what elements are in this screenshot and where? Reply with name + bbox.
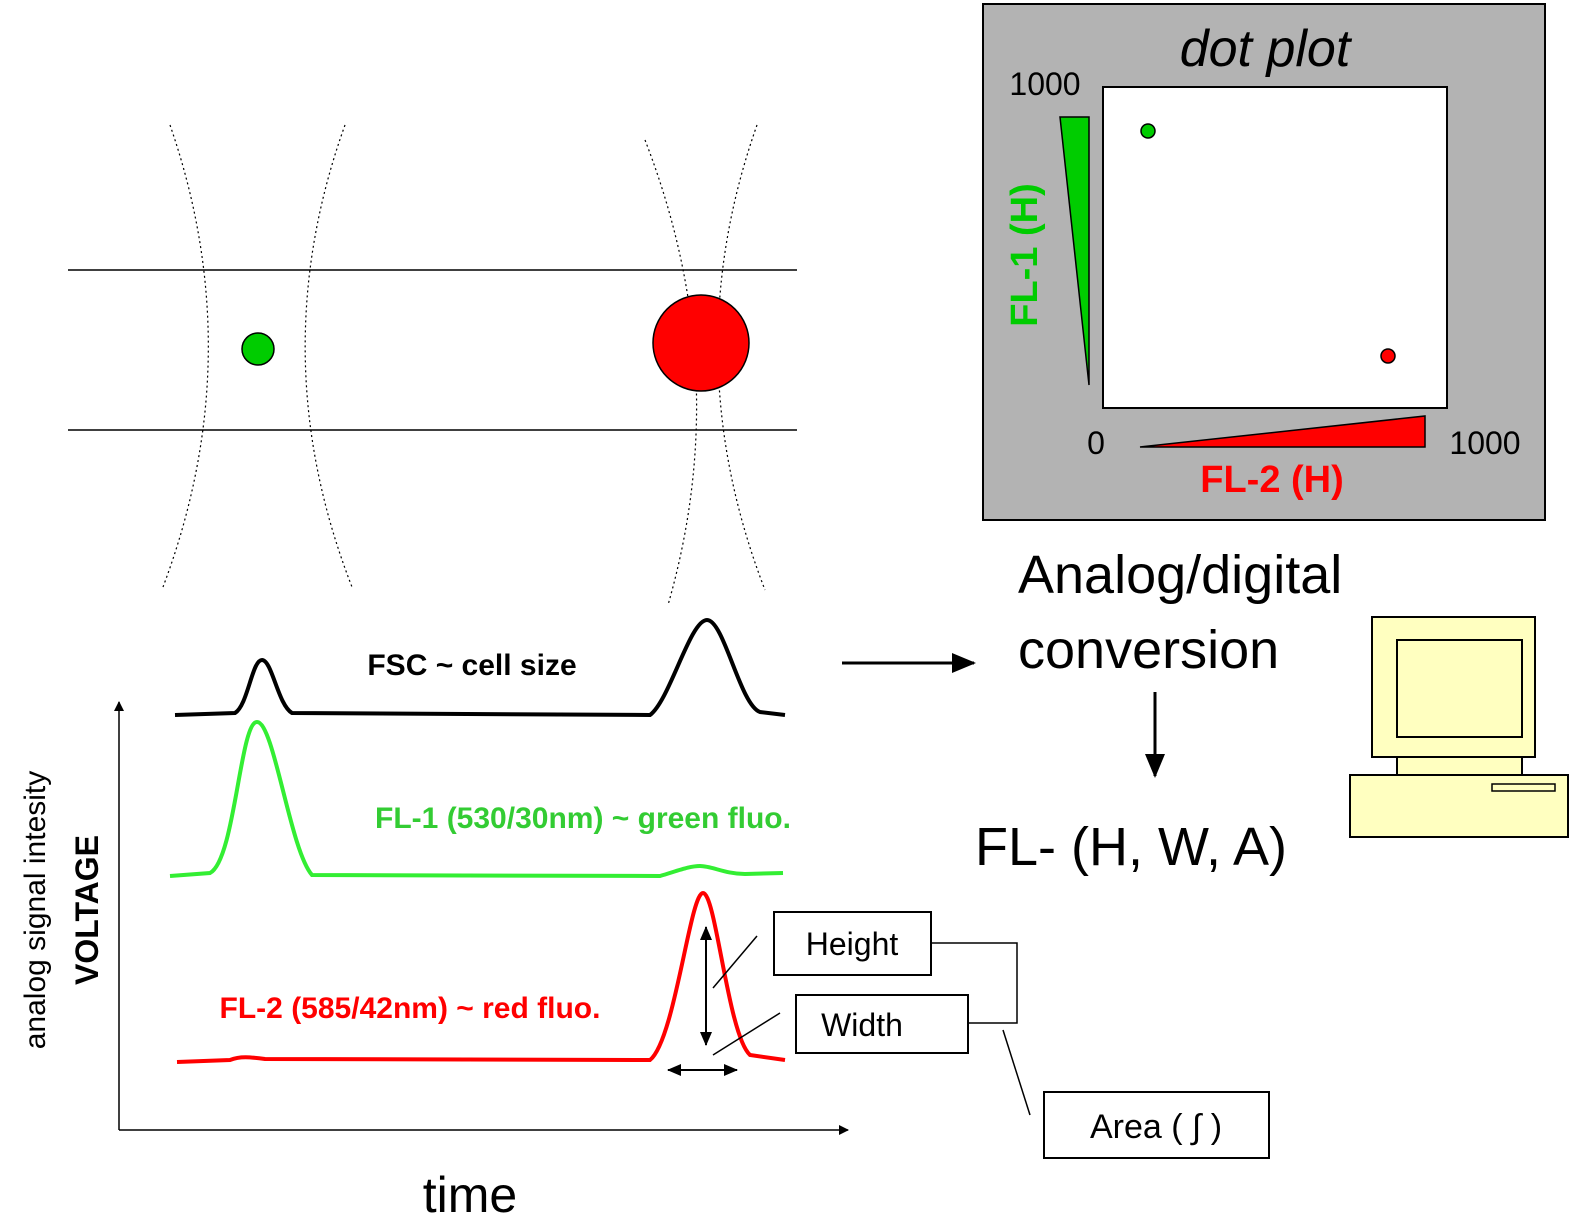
dot-plot-title: dot plot: [1180, 20, 1353, 78]
x-min-label: 0: [1087, 425, 1105, 461]
fl2-signal: [176, 890, 786, 1064]
red-scale: [1139, 415, 1426, 448]
conversion-line: Analog/digital: [1018, 545, 1342, 605]
small-cell: [241, 332, 275, 366]
green-dot: [1140, 123, 1156, 139]
conversion-line: conversion: [1018, 620, 1279, 680]
connector: [931, 942, 1018, 1024]
conversion-output: FL- (H, W, A): [975, 817, 1287, 877]
y-axis-label: analog signal intesity: [19, 771, 52, 1050]
height-box: [773, 911, 932, 976]
connector: [1002, 1029, 1031, 1116]
leader-line: [712, 1012, 781, 1056]
monitor-stand: [1396, 756, 1523, 776]
laser-beam-edge: [304, 124, 353, 588]
fl1-label: FL-1 (530/30nm) ~ green fluo.: [375, 802, 791, 835]
x-axis-label: FL-2 (H): [1200, 459, 1344, 501]
screen: [1396, 639, 1523, 738]
area-label: Area ( ∫ ): [1090, 1108, 1222, 1146]
y-max-label: 1000: [1009, 66, 1080, 102]
fl1-signal: [169, 719, 784, 879]
fsc-label: FSC ~ cell size: [367, 649, 576, 682]
leader-line: [712, 935, 758, 989]
y-axis-label: FL-1 (H): [1004, 183, 1046, 327]
laser-beam-edge: [162, 124, 209, 588]
red-dot: [1380, 348, 1396, 364]
drive-slot: [1491, 783, 1556, 792]
dot-plot-area: [1102, 86, 1448, 409]
y-axis-label-bold: VOLTAGE: [69, 835, 105, 985]
x-axis-label: time: [423, 1167, 517, 1223]
area-box: [1043, 1091, 1270, 1159]
x-max-label: 1000: [1449, 425, 1520, 461]
laser-beam-edge: [644, 139, 698, 606]
fsc-signal: [174, 617, 786, 718]
height-label: Height: [806, 926, 899, 962]
fl2-label: FL-2 (585/42nm) ~ red fluo.: [220, 992, 601, 1025]
green-scale: [1059, 116, 1090, 386]
large-cell: [652, 294, 750, 392]
width-label: Width: [821, 1007, 903, 1043]
width-box: [795, 994, 969, 1054]
